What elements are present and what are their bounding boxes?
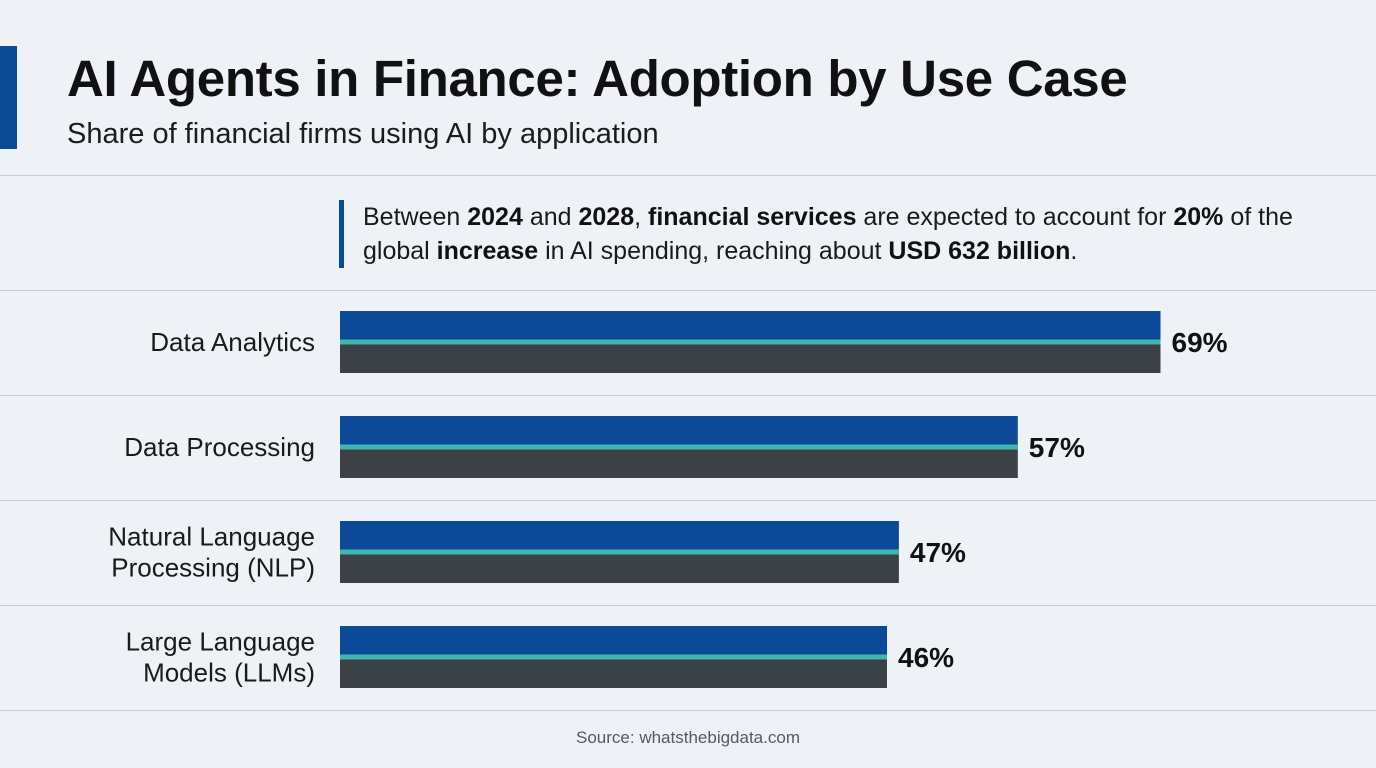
callout-text: .	[1070, 237, 1078, 265]
divider	[0, 395, 1376, 396]
category-label: Processing (NLP)	[111, 553, 315, 583]
category-label: Models (LLMs)	[143, 658, 315, 688]
category-label: Data Analytics	[150, 327, 315, 357]
bar	[340, 626, 887, 657]
bar-stripe	[340, 339, 1161, 345]
value-label: 46%	[898, 642, 954, 673]
callout-emphasis: 2024	[467, 203, 523, 231]
callout-text: Between	[363, 203, 468, 231]
value-label: 47%	[910, 537, 966, 568]
category-label: Data Processing	[124, 432, 315, 462]
category-label: Large Language	[126, 627, 315, 657]
bar-shadow	[340, 447, 1018, 478]
bar-shadow	[340, 342, 1161, 373]
source-note: Source: whatsthebigdata.com	[576, 728, 800, 747]
title-accent-bar	[0, 46, 17, 149]
callout-emphasis: financial services	[648, 203, 857, 231]
bar-stripe	[340, 654, 887, 660]
bar-stripe	[340, 549, 899, 555]
value-label: 69%	[1172, 327, 1228, 358]
bar	[340, 311, 1161, 342]
callout-emphasis: increase	[436, 237, 539, 265]
bar-shadow	[340, 657, 887, 688]
spending-callout: Between 2024 and 2028, financial service…	[339, 200, 1339, 268]
divider	[0, 290, 1376, 291]
divider	[0, 710, 1376, 711]
callout-emphasis: USD 632 billion	[888, 237, 1071, 265]
value-label: 57%	[1029, 432, 1085, 463]
bar	[340, 521, 899, 552]
divider	[0, 175, 1376, 176]
bar-group: 69% Data Analytics	[150, 311, 1228, 373]
divider	[0, 605, 1376, 606]
bar-group: 57% Data Processing	[124, 416, 1085, 478]
page-title: AI Agents in Finance: Adoption by Use Ca…	[67, 50, 1128, 107]
callout-text: and	[522, 203, 579, 231]
callout-emphasis: 20%	[1173, 203, 1224, 231]
callout-text: of the global	[363, 203, 1293, 265]
callout-emphasis: 2028	[578, 203, 635, 231]
page-subtitle: Share of financial firms using AI by app…	[67, 118, 659, 150]
bar	[340, 416, 1018, 447]
callout-text: ,	[634, 203, 649, 231]
bar-stripe	[340, 444, 1018, 450]
bar-shadow	[340, 552, 899, 583]
callout-text: are expected to account for	[856, 203, 1174, 231]
category-label: Natural Language	[108, 522, 315, 552]
divider	[0, 500, 1376, 501]
callout-text: in AI spending, reaching about	[538, 237, 889, 265]
